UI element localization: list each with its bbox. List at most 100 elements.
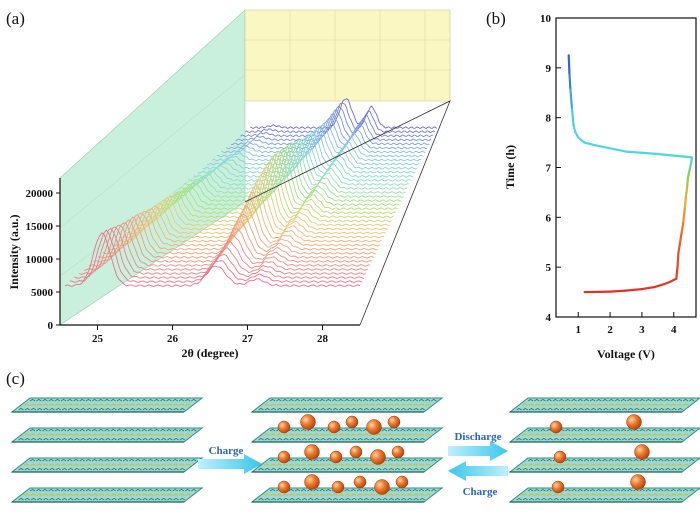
xrd-pattern-trace bbox=[112, 198, 380, 247]
graphite-stack bbox=[508, 397, 700, 503]
xrd-pattern-trace bbox=[117, 191, 382, 243]
panel-b-x-tick-label: 4 bbox=[671, 324, 677, 336]
profile-segment bbox=[656, 152, 685, 158]
xrd-waterfall bbox=[64, 98, 438, 287]
xrd-pattern-trace bbox=[145, 157, 394, 219]
panel-a-y-tick-label: 20000 bbox=[26, 188, 54, 200]
panel-a-y-title: Intensity (a.u.) bbox=[7, 214, 21, 289]
xrd-pattern-trace bbox=[174, 142, 406, 194]
panel-b-curve bbox=[567, 54, 694, 294]
panel-b-y-tick-label: 9 bbox=[546, 63, 552, 75]
profile-segment bbox=[683, 196, 687, 209]
intercalated-ion bbox=[277, 480, 291, 494]
intercalated-ion bbox=[366, 419, 382, 435]
intercalated-ion bbox=[370, 449, 386, 465]
panel-a-x-ticks: 25 26 27 28 bbox=[92, 325, 329, 345]
xrd-pattern-trace bbox=[98, 216, 375, 259]
intercalated-ion bbox=[277, 450, 291, 464]
profile-segment bbox=[682, 155, 694, 159]
intercalated-ion bbox=[551, 480, 565, 494]
profile-segment bbox=[568, 71, 572, 89]
panel-b: (b) 4 5 6 7 8 9 10 1 2 3 4 Voltage (V) Time (h) bbox=[486, 9, 697, 361]
profile-segment bbox=[686, 168, 691, 179]
graphite-stack bbox=[10, 397, 204, 503]
charge-arrow: Charge bbox=[198, 445, 262, 474]
panel-a-y-tick-label: 10000 bbox=[26, 254, 54, 266]
profile-segment bbox=[678, 231, 683, 244]
intercalated-ion bbox=[630, 474, 646, 490]
xrd-pattern-trace bbox=[121, 184, 384, 239]
profile-segment bbox=[608, 289, 628, 293]
profile-segment bbox=[567, 54, 571, 74]
panel-b-x-tick-label: 2 bbox=[607, 324, 613, 336]
xrd-pattern-trace bbox=[102, 213, 376, 255]
intercalated-ion bbox=[300, 414, 316, 430]
panel-a-floor-edge bbox=[244, 100, 451, 326]
panel-a-back-wall bbox=[244, 9, 451, 102]
profile-segment bbox=[573, 130, 580, 139]
profile-segment bbox=[572, 123, 577, 133]
profile-segment bbox=[570, 106, 575, 127]
intercalated-ion bbox=[353, 475, 367, 489]
xrd-pattern-trace bbox=[64, 232, 361, 287]
panel-b-y-tick-label: 8 bbox=[546, 113, 552, 125]
xrd-pattern-trace bbox=[221, 121, 426, 154]
profile-segment bbox=[653, 283, 666, 289]
intercalated-ion bbox=[391, 445, 405, 459]
xrd-pattern-trace bbox=[131, 172, 388, 231]
profile-segment bbox=[688, 161, 693, 172]
xrd-pattern-trace bbox=[216, 125, 424, 158]
panel-a-x-tick-label: 27 bbox=[242, 333, 254, 345]
panel-b-x-tick-label: 3 bbox=[639, 324, 645, 336]
xrd-pattern-trace bbox=[164, 145, 402, 203]
intercalated-ion bbox=[387, 415, 401, 429]
intercalated-ion bbox=[327, 420, 341, 434]
profile-segment bbox=[680, 221, 685, 234]
intercalated-ion bbox=[374, 479, 390, 495]
discharge-arrow-label: Discharge bbox=[454, 431, 501, 443]
panel-a-y-ticks: 0 5000 10000 15000 20000 bbox=[26, 188, 60, 332]
panel-a-x-title: 2θ (degree) bbox=[181, 346, 238, 360]
graphite-sheet bbox=[250, 427, 444, 443]
xrd-pattern-trace bbox=[69, 229, 363, 283]
profile-segment bbox=[682, 206, 687, 224]
xrd-pattern-trace bbox=[192, 136, 414, 178]
panel-b-y-ticks: 4 5 6 7 8 9 10 bbox=[540, 13, 561, 324]
xrd-pattern-trace bbox=[240, 105, 434, 138]
charge-back-arrow-shape bbox=[448, 461, 508, 481]
profile-segment bbox=[569, 86, 574, 109]
intercalated-ion bbox=[553, 450, 567, 464]
profile-segment bbox=[624, 288, 644, 292]
profile-segment bbox=[593, 144, 628, 153]
xrd-pattern-trace bbox=[126, 179, 386, 235]
intercalated-ion bbox=[331, 480, 345, 494]
panel-b-y-title: Time (h) bbox=[503, 145, 517, 189]
xrd-pattern-trace bbox=[169, 143, 404, 198]
xrd-pattern-trace bbox=[83, 224, 369, 271]
charge-arrow-label: Charge bbox=[209, 445, 244, 457]
xrd-pattern-trace bbox=[135, 166, 390, 227]
graphite-sheet bbox=[10, 397, 204, 413]
intercalated-ion bbox=[349, 445, 363, 459]
profile-segment bbox=[583, 141, 596, 147]
xrd-pattern-trace bbox=[245, 102, 436, 134]
panel-b-y-tick-label: 7 bbox=[546, 163, 552, 175]
panel-b-x-tick-label: 1 bbox=[576, 324, 582, 336]
intercalated-ion bbox=[277, 420, 291, 434]
profile-segment bbox=[663, 280, 672, 286]
panel-a-x-tick-label: 25 bbox=[92, 333, 104, 345]
panel-b-frame bbox=[555, 17, 697, 318]
panel-a: (a) 0 5000 10000 15000 20000 25 26 27 28 2θ (de… bbox=[6, 9, 451, 360]
graphite-sheet bbox=[508, 457, 700, 473]
graphite-stack bbox=[250, 397, 444, 503]
intercalated-ion bbox=[304, 474, 320, 490]
panel-a-y-tick-label: 0 bbox=[48, 320, 54, 332]
graphite-sheet bbox=[10, 487, 204, 503]
xrd-pattern-trace bbox=[211, 127, 422, 162]
xrd-pattern-trace bbox=[93, 219, 372, 263]
discharge-arrow: Discharge bbox=[448, 431, 508, 461]
profile-segment bbox=[676, 251, 680, 269]
profile-segment bbox=[583, 290, 612, 294]
intercalated-ion bbox=[395, 475, 409, 489]
xrd-pattern-trace bbox=[88, 222, 371, 267]
